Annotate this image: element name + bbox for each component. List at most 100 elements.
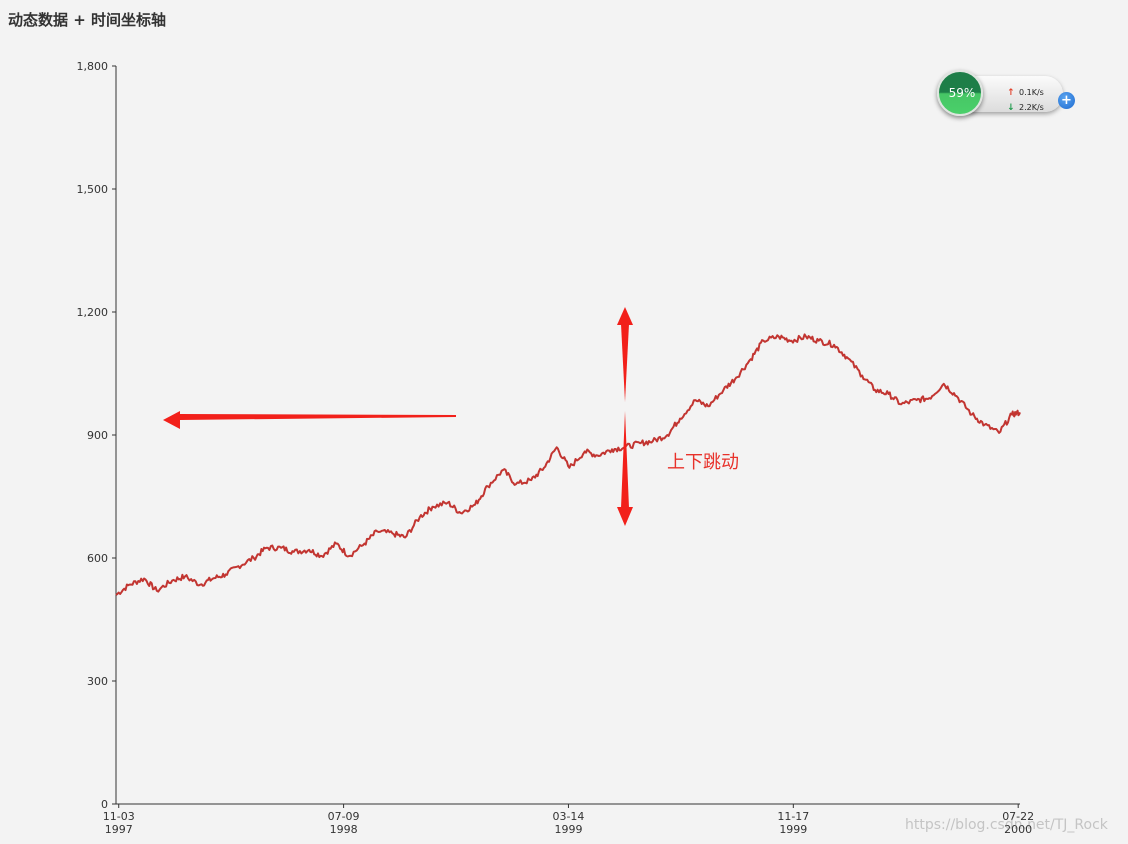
data-point[interactable]: [251, 555, 257, 561]
data-point[interactable]: [429, 504, 435, 510]
chart-title: 动态数据 + 时间坐标轴: [8, 11, 167, 29]
data-point[interactable]: [996, 430, 1002, 436]
data-point[interactable]: [582, 448, 588, 454]
data-point[interactable]: [402, 535, 408, 541]
left-arrow-head: [163, 411, 180, 429]
x-tick-label: 03-14: [552, 810, 584, 823]
x-tick-label: 11-17: [777, 810, 809, 823]
up-arrow-head: [617, 307, 633, 325]
data-point[interactable]: [169, 578, 175, 584]
data-point[interactable]: [664, 432, 670, 438]
data-point[interactable]: [210, 576, 216, 582]
data-point[interactable]: [872, 387, 878, 393]
data-point[interactable]: [319, 553, 325, 559]
data-point[interactable]: [748, 356, 754, 362]
data-point[interactable]: [954, 393, 960, 399]
down-arrow-head: [617, 507, 633, 526]
usage-percent: 59%: [948, 86, 976, 100]
data-point[interactable]: [223, 571, 229, 577]
data-point[interactable]: [859, 373, 865, 379]
download-speed: 2.2K/s: [1019, 103, 1044, 112]
data-point[interactable]: [500, 467, 506, 473]
data-point[interactable]: [941, 381, 947, 387]
data-point[interactable]: [197, 582, 203, 588]
usage-ball[interactable]: 59%: [937, 70, 983, 116]
data-point[interactable]: [898, 401, 904, 407]
data-point[interactable]: [291, 549, 297, 555]
upload-row: ↑ 0.1K/s: [1007, 88, 1044, 98]
data-point[interactable]: [333, 541, 339, 547]
data-point[interactable]: [776, 334, 782, 340]
data-point[interactable]: [361, 541, 367, 547]
series-layer: [113, 333, 1023, 598]
down-arrow-shaft: [621, 411, 629, 508]
data-point[interactable]: [844, 354, 850, 360]
data-point[interactable]: [458, 510, 464, 516]
y-tick-label: 1,200: [77, 306, 109, 319]
data-point[interactable]: [969, 412, 975, 418]
data-point[interactable]: [831, 342, 837, 348]
data-point[interactable]: [1017, 409, 1023, 415]
data-point[interactable]: [914, 397, 920, 403]
y-tick-label: 300: [87, 675, 108, 688]
data-point[interactable]: [278, 545, 284, 551]
data-point[interactable]: [609, 446, 615, 452]
data-point[interactable]: [566, 465, 572, 471]
data-point[interactable]: [513, 481, 519, 487]
x-tick-year-label: 1999: [779, 823, 807, 836]
data-point[interactable]: [141, 576, 147, 582]
data-point[interactable]: [554, 444, 560, 450]
data-point[interactable]: [816, 338, 822, 344]
data-point[interactable]: [390, 530, 396, 536]
data-point[interactable]: [154, 588, 160, 594]
data-point[interactable]: [528, 477, 534, 483]
data-point[interactable]: [374, 528, 380, 534]
data-point[interactable]: [982, 422, 988, 428]
data-point[interactable]: [650, 438, 656, 444]
data-point[interactable]: [541, 465, 547, 471]
x-tick-label: 07-09: [328, 810, 360, 823]
data-point[interactable]: [346, 553, 352, 559]
data-point[interactable]: [485, 483, 491, 489]
data-point[interactable]: [417, 514, 423, 520]
data-point[interactable]: [306, 547, 312, 553]
annotation-label: 上下跳动: [667, 452, 739, 473]
x-tick-year-label: 1999: [554, 823, 582, 836]
upload-speed: 0.1K/s: [1019, 88, 1044, 97]
data-point[interactable]: [789, 338, 795, 344]
data-point[interactable]: [445, 500, 451, 506]
data-point[interactable]: [677, 416, 683, 422]
data-point[interactable]: [235, 563, 241, 569]
watermark: https://blog.csdn.net/TJ_Rock: [905, 817, 1108, 833]
data-point[interactable]: [721, 387, 727, 393]
data-point[interactable]: [760, 338, 766, 344]
y-tick-label: 1,800: [77, 60, 109, 73]
data-point[interactable]: [472, 502, 478, 508]
data-point[interactable]: [705, 403, 711, 409]
y-tick-label: 900: [87, 429, 108, 442]
download-row: ↓ 2.2K/s: [1007, 103, 1044, 113]
data-point[interactable]: [637, 440, 643, 446]
y-tick-label: 1,500: [77, 183, 109, 196]
network-speed-widget[interactable]: ↑ 0.1K/s ↓ 2.2K/s + 59%: [937, 70, 1075, 118]
data-point[interactable]: [113, 592, 119, 598]
data-point[interactable]: [264, 545, 270, 551]
x-tick-label: 11-03: [103, 810, 135, 823]
data-point[interactable]: [803, 334, 809, 340]
data-point[interactable]: [692, 397, 698, 403]
annotation-arrows: [163, 307, 633, 526]
data-point[interactable]: [733, 375, 739, 381]
data-point[interactable]: [926, 395, 932, 401]
data-point[interactable]: [182, 573, 188, 579]
download-arrow-icon: ↓: [1007, 103, 1015, 113]
x-tick-year-label: 1998: [330, 823, 358, 836]
plus-icon[interactable]: +: [1058, 92, 1075, 109]
data-point[interactable]: [594, 453, 600, 459]
axes: 03006009001,2001,5001,80011-03199707-091…: [77, 60, 1035, 836]
data-point[interactable]: [886, 391, 892, 397]
data-point[interactable]: [127, 582, 133, 588]
series-line: [115, 333, 1021, 596]
data-point[interactable]: [1009, 412, 1015, 418]
